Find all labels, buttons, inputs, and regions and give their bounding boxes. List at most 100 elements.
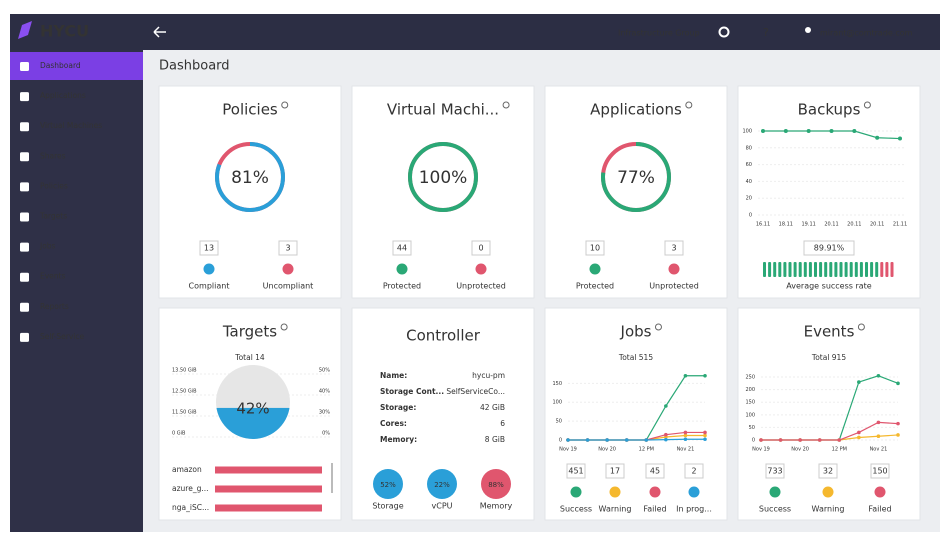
point: [837, 438, 842, 442]
stat-box: [585, 240, 605, 256]
point: [703, 437, 707, 442]
status-icon: [769, 486, 781, 498]
card: [737, 307, 921, 521]
y-tick-label: 0: [749, 213, 752, 219]
status-icon: [203, 263, 215, 275]
point: [896, 381, 900, 386]
point: [664, 432, 668, 437]
history-bar: [819, 262, 823, 277]
user-menu[interactable]: mirant@comtrade.com: [820, 29, 913, 38]
card-title: Targets: [222, 323, 277, 341]
stat-value: 3: [671, 244, 676, 253]
line: [568, 438, 705, 441]
help-icon: [281, 101, 289, 109]
target-name: nga_iSC...: [172, 503, 209, 512]
history-bar: [849, 262, 853, 277]
scrollbar: [331, 463, 333, 493]
field-value: 42 GiB: [480, 403, 505, 412]
sidebar: [10, 50, 143, 532]
stat-value: 0: [478, 244, 483, 253]
x-tick-label: 12 PM: [639, 447, 654, 453]
stat-value: 2: [691, 467, 696, 476]
stat-label: Protected: [576, 282, 614, 291]
x-tick-label: 16.11: [756, 222, 770, 228]
history-bar: [768, 262, 772, 277]
help-menu[interactable]: ?: [763, 26, 769, 39]
stat-value: 45: [650, 467, 660, 476]
status-icon: [649, 486, 661, 498]
y-tick-label: 200: [745, 387, 755, 393]
card-title: Applications: [590, 101, 682, 119]
ring-value: [215, 142, 285, 212]
nav-item[interactable]: Self-Service: [40, 332, 84, 341]
stat-label: Protected: [383, 282, 421, 291]
card-title: Backups: [798, 101, 861, 119]
stat-value: 44: [397, 244, 407, 253]
back-arrow[interactable]: [153, 26, 166, 38]
group-selector[interactable]: Infrastructure Group: [618, 29, 700, 38]
point: [896, 433, 900, 437]
history-bar: [829, 262, 833, 277]
nav-icon: [20, 92, 29, 102]
y2-tick-label: 30%: [319, 410, 330, 416]
x-tick-label: 19.11: [802, 222, 816, 228]
y-tick-label: 0 GiB: [172, 431, 186, 437]
history-bar: [870, 262, 874, 277]
nav-item[interactable]: Dashboard: [40, 61, 81, 70]
point: [664, 404, 668, 408]
point: [566, 438, 570, 442]
usage-circle: [427, 469, 457, 499]
status-icon: [589, 263, 601, 275]
nav-active: [10, 52, 143, 80]
stat-label: Unprotected: [649, 282, 699, 291]
history-bar: [880, 262, 884, 277]
nav-item[interactable]: Virtual Machines: [40, 121, 102, 130]
target-bar: [215, 504, 322, 512]
nav-item[interactable]: Reports: [40, 302, 69, 311]
point: [852, 129, 857, 133]
card-title: Jobs: [620, 323, 652, 341]
y-tick-label: 0: [559, 438, 562, 444]
stat-box: [684, 463, 704, 479]
history-bar: [875, 262, 879, 277]
point: [683, 437, 688, 442]
stat-label: Failed: [643, 505, 666, 514]
nav-item[interactable]: Applications: [40, 91, 86, 100]
field-label: Storage Cont...: [380, 387, 444, 396]
y-tick-label: 50: [556, 419, 562, 425]
nav-icon: [20, 212, 29, 222]
target-bar: [215, 466, 322, 474]
history-bar: [783, 262, 787, 277]
y-tick-label: 250: [745, 375, 755, 381]
nav-item[interactable]: Events: [40, 272, 65, 281]
gauge-label: 42%: [236, 400, 269, 418]
history-bar: [798, 262, 802, 277]
nav-item[interactable]: Targets: [39, 212, 67, 221]
settings-icon[interactable]: [718, 26, 730, 38]
usage-label: Storage: [372, 502, 403, 511]
card: [544, 85, 728, 299]
card: [544, 307, 728, 521]
nav-item[interactable]: Policies: [40, 181, 68, 190]
point: [585, 438, 590, 442]
stat-value: 733: [767, 467, 782, 476]
y-tick-label: 100: [745, 412, 755, 418]
rate-label: Average success rate: [786, 282, 872, 291]
stat-value: 17: [610, 467, 620, 476]
stat-box: [818, 463, 838, 479]
field-value: SelfServiceCo...: [446, 387, 505, 396]
stat-label: Unprotected: [456, 282, 506, 291]
nav-item[interactable]: Shares: [40, 151, 66, 160]
usage-value: 52%: [380, 481, 396, 489]
y2-tick-label: 50%: [319, 368, 330, 374]
field-value: 8 GiB: [485, 435, 505, 444]
field-label: Cores:: [380, 419, 407, 428]
nav-item[interactable]: Jobs: [39, 242, 56, 251]
target-name: amazon: [172, 465, 202, 474]
point: [857, 435, 861, 440]
ring-label: 81%: [231, 168, 269, 188]
nav-icon: [20, 332, 29, 342]
usage-circle: [373, 469, 403, 499]
history-bar: [788, 262, 792, 277]
